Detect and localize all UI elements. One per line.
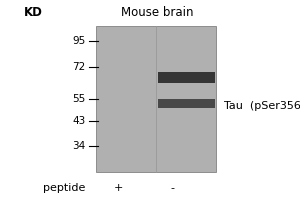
Text: 34: 34: [72, 141, 86, 151]
Bar: [158, 72, 214, 83]
Text: peptide: peptide: [43, 183, 86, 193]
Text: 95: 95: [72, 36, 86, 46]
Text: Mouse brain: Mouse brain: [121, 5, 194, 19]
Text: 72: 72: [72, 62, 86, 72]
Bar: [158, 99, 214, 108]
Text: -: -: [170, 183, 175, 193]
Bar: [96, 26, 216, 172]
Text: 43: 43: [72, 116, 86, 126]
Text: KD: KD: [24, 5, 42, 19]
Text: Tau  (pSer356): Tau (pSer356): [224, 101, 300, 111]
Text: +: +: [114, 183, 123, 193]
Text: 55: 55: [72, 94, 86, 104]
